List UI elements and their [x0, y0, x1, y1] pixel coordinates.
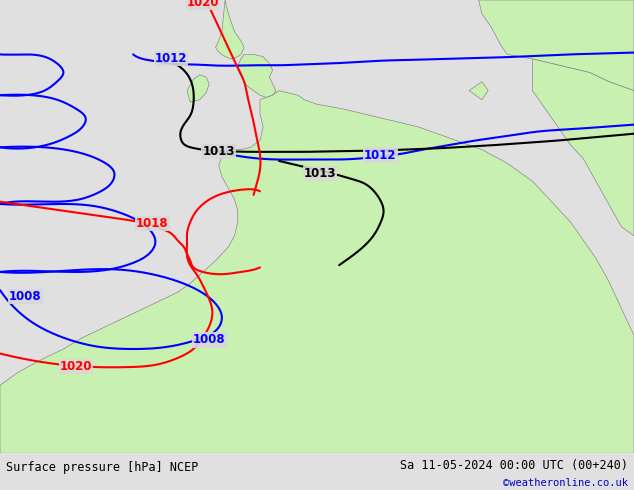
Text: 1013: 1013: [202, 146, 235, 158]
Polygon shape: [187, 75, 209, 102]
Polygon shape: [533, 59, 634, 236]
Text: Surface pressure [hPa] NCEP: Surface pressure [hPa] NCEP: [6, 461, 198, 474]
Polygon shape: [216, 0, 244, 59]
Text: 1012: 1012: [155, 52, 188, 66]
Text: 1012: 1012: [364, 148, 397, 162]
Polygon shape: [479, 0, 634, 91]
Text: 1020: 1020: [60, 360, 93, 373]
Text: 1013: 1013: [304, 167, 337, 180]
Polygon shape: [0, 91, 634, 453]
Text: ©weatheronline.co.uk: ©weatheronline.co.uk: [503, 478, 628, 489]
Polygon shape: [238, 54, 276, 98]
Polygon shape: [469, 82, 488, 99]
Text: Sa 11-05-2024 00:00 UTC (00+240): Sa 11-05-2024 00:00 UTC (00+240): [399, 459, 628, 471]
Text: 1008: 1008: [9, 291, 42, 303]
Text: 1020: 1020: [186, 0, 219, 9]
Text: 1008: 1008: [193, 333, 226, 346]
Text: 1018: 1018: [136, 217, 169, 230]
